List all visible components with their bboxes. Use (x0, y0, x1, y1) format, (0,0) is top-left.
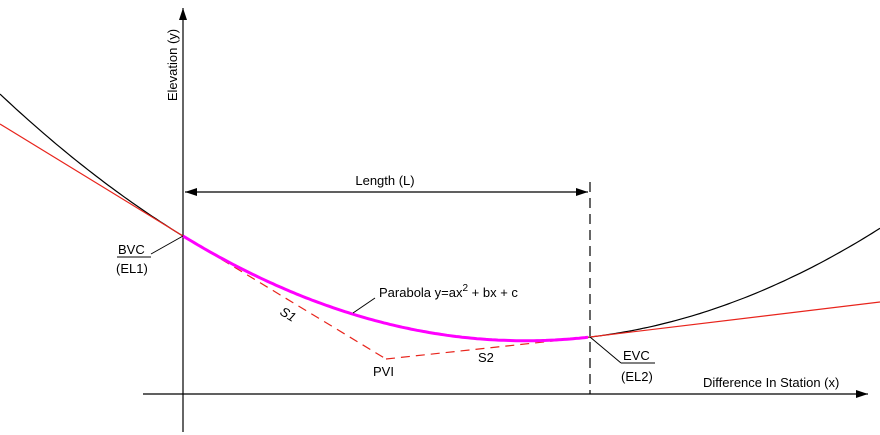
tangent-line-left (0, 123, 184, 237)
length-label: Length (L) (355, 173, 414, 188)
y-axis-label: Elevation (y) (165, 29, 180, 101)
pvi-label: PVI (373, 364, 394, 379)
parabola-equation-label: Parabola y=ax2 + bx + c (379, 283, 518, 300)
el2-label: (EL2) (621, 369, 653, 384)
parabola-equation-exponent: 2 (462, 283, 468, 294)
bvc-leader (150, 235, 184, 255)
el1-label: (EL1) (116, 261, 148, 276)
evc-leader (589, 336, 622, 364)
s1-label: S1 (277, 304, 298, 325)
grade-s1-dashed (182, 235, 387, 360)
full-parabola-curve (0, 93, 880, 342)
x-axis-label: Difference In Station (x) (703, 375, 839, 390)
parabola-equation-prefix: Parabola y=ax (379, 285, 463, 300)
parabola-equation-suffix: + bx + c (468, 285, 518, 300)
s2-label: S2 (478, 350, 494, 365)
bvc-label: BVC (118, 242, 145, 257)
vertical-curve (182, 234, 589, 343)
evc-label: EVC (623, 348, 650, 363)
parabola-leader (352, 297, 376, 314)
tangent-line-right (589, 301, 880, 338)
